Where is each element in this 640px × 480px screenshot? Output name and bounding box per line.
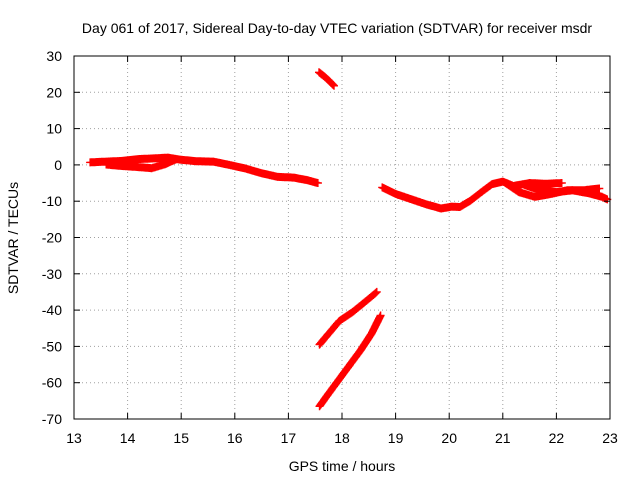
y-tick-label: 30 (46, 48, 62, 64)
x-tick-label: 13 (66, 430, 82, 446)
x-tick-label: 23 (602, 430, 618, 446)
y-tick-label: 20 (46, 84, 62, 100)
x-axis-label: GPS time / hours (289, 458, 396, 474)
y-axis-label: SDTVAR / TECUs (5, 182, 21, 294)
series-3 (315, 68, 338, 90)
y-tick-label: -70 (42, 411, 62, 427)
x-tick-label: 15 (173, 430, 189, 446)
series-4 (315, 287, 381, 349)
chart-title: Day 061 of 2017, Sidereal Day-to-day VTE… (82, 20, 592, 36)
x-tick-label: 20 (441, 430, 457, 446)
x-tick-label: 18 (334, 430, 350, 446)
grid-lines (74, 56, 610, 419)
y-tick-label: -20 (42, 230, 62, 246)
y-tick-label: 10 (46, 121, 62, 137)
series-2 (102, 155, 180, 173)
x-tick-label: 16 (227, 430, 243, 446)
series-8 (520, 180, 612, 204)
x-tick-label: 14 (120, 430, 136, 446)
series-6 (378, 177, 566, 213)
y-tick-label: -60 (42, 375, 62, 391)
x-tick-label: 17 (281, 430, 297, 446)
y-tick-label: -50 (42, 338, 62, 354)
data-series (86, 68, 612, 411)
x-tick-labels: 13 14 15 16 17 18 19 20 21 22 23 (66, 430, 618, 446)
series-5 (315, 311, 385, 411)
y-tick-label: -10 (42, 193, 62, 209)
series-1 (86, 153, 322, 187)
y-tick-label: -30 (42, 266, 62, 282)
x-tick-label: 22 (549, 430, 565, 446)
tick-marks (73, 55, 611, 420)
y-tick-label: -40 (42, 302, 62, 318)
x-tick-label: 21 (495, 430, 511, 446)
y-tick-labels: 30 20 10 0 -10 -20 -30 -40 -50 -60 -70 (42, 48, 62, 427)
x-tick-label: 19 (388, 430, 404, 446)
y-tick-label: 0 (54, 157, 62, 173)
